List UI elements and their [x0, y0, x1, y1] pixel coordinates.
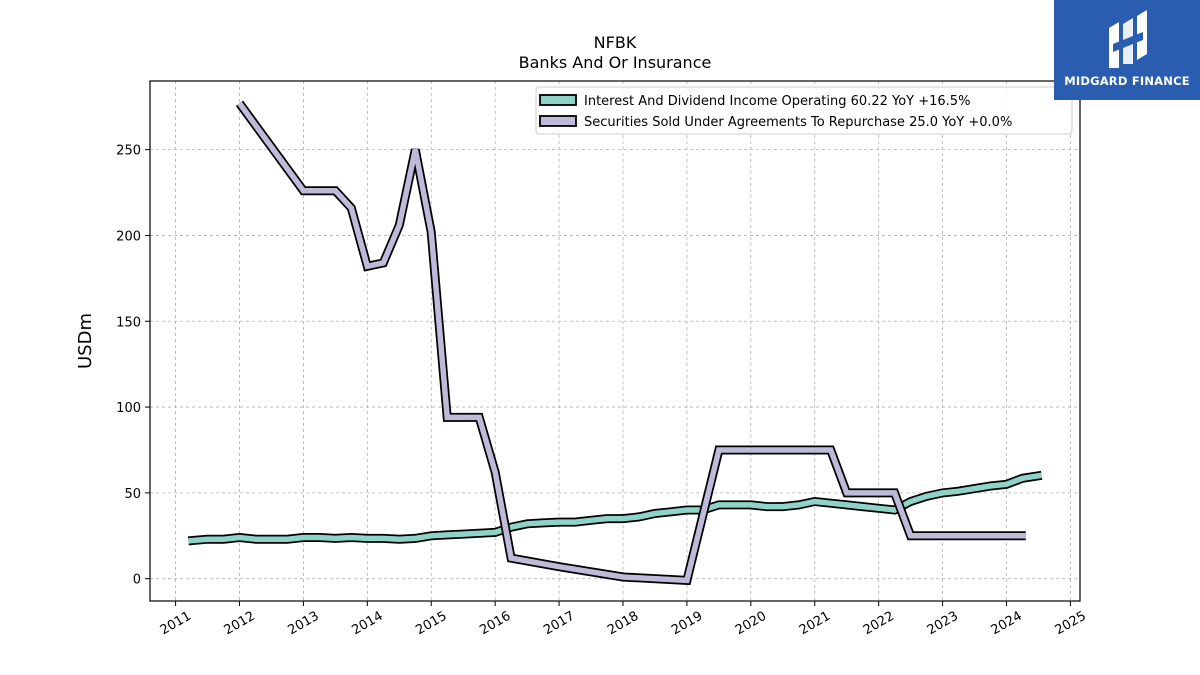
- x-tick-label: 2014: [349, 609, 385, 639]
- x-tick-label: 2016: [477, 609, 513, 639]
- y-tick-label: 250: [116, 144, 141, 159]
- x-tick-label: 2015: [413, 609, 449, 639]
- y-tick-label: 50: [124, 487, 141, 502]
- series-outline: [235, 100, 1026, 586]
- x-tick-label: 2013: [286, 609, 322, 639]
- y-tick-label: 0: [133, 573, 141, 588]
- chart-title: NFBK: [594, 33, 637, 52]
- x-tick-label: 2025: [1053, 609, 1089, 639]
- x-tick-label: 2017: [541, 609, 577, 639]
- logo-mark-icon: [1109, 10, 1147, 68]
- y-tick-label: 100: [116, 401, 141, 416]
- chart-subtitle: Banks And Or Insurance: [519, 53, 712, 72]
- x-axis: 2011 2012 2013 2014 2015 2016 2017 2018 2019 2020…: [158, 601, 1089, 638]
- series-layer: [188, 100, 1043, 586]
- legend-swatch-interest-income: [539, 94, 577, 106]
- brand-logo: MIDGARD FINANCE: [1054, 0, 1200, 100]
- legend: Interest And Dividend Income Operating 6…: [535, 86, 1073, 135]
- legend-box: [535, 86, 1073, 135]
- x-tick-label: 2018: [605, 609, 641, 639]
- x-tick-label: 2020: [733, 609, 769, 639]
- series-line-1: [235, 100, 1026, 586]
- x-tick-label: 2021: [797, 609, 833, 639]
- grid-lines: [150, 81, 1080, 601]
- y-tick-label: 200: [116, 229, 141, 244]
- legend-label-interest-income: Interest And Dividend Income Operating 6…: [584, 94, 970, 109]
- x-tick-label: 2019: [669, 609, 705, 639]
- x-tick-label: 2022: [861, 609, 897, 639]
- x-tick-label: 2012: [222, 609, 258, 639]
- y-axis: 0 50 100 150 200 250: [116, 144, 150, 588]
- series-stroke: [237, 101, 1026, 584]
- x-tick-label: 2023: [925, 609, 961, 639]
- logo-text: MIDGARD FINANCE: [1064, 74, 1190, 88]
- plot-frame: [149, 80, 1081, 602]
- legend-label-securities-sold: Securities Sold Under Agreements To Repu…: [584, 115, 1012, 130]
- y-axis-label: USDm: [75, 313, 96, 369]
- legend-swatch-securities-sold: [539, 115, 577, 127]
- y-tick-label: 150: [116, 315, 141, 330]
- x-tick-label: 2011: [158, 609, 194, 639]
- x-tick-label: 2024: [989, 609, 1025, 639]
